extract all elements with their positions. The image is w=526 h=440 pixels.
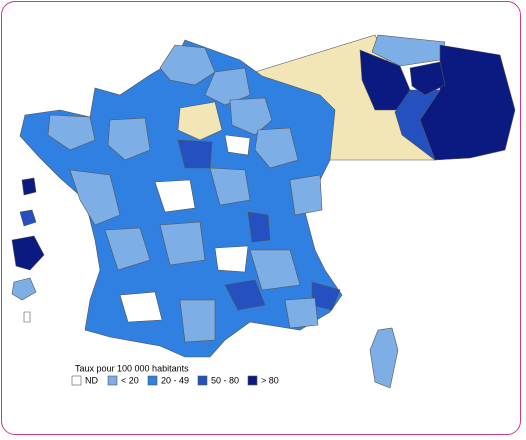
legend-swatch	[247, 375, 258, 386]
department	[311, 281, 341, 311]
legend-swatch	[71, 375, 82, 386]
corsica	[369, 327, 399, 389]
inset-area	[419, 44, 516, 161]
department	[214, 245, 249, 273]
department	[289, 174, 323, 216]
legend-swatch	[197, 375, 208, 386]
overseas	[11, 235, 45, 271]
legend-title: Taux pour 100 000 habitants	[75, 363, 189, 373]
inset-area	[409, 61, 446, 96]
legend-label: < 20	[121, 375, 139, 385]
department	[249, 249, 301, 291]
overseas	[19, 209, 37, 227]
frame	[1, 1, 521, 435]
department	[104, 227, 151, 271]
department	[284, 297, 319, 329]
department	[247, 211, 271, 243]
inset-area	[394, 89, 441, 161]
department	[254, 127, 299, 169]
department	[47, 114, 96, 151]
legend-swatch	[107, 375, 118, 386]
overseas	[23, 311, 31, 323]
department	[224, 134, 251, 156]
department	[119, 291, 163, 323]
overseas	[11, 277, 37, 301]
legend-swatch	[147, 375, 158, 386]
legend-label: 50 - 80	[211, 375, 239, 385]
department	[107, 117, 151, 161]
overseas	[21, 177, 37, 196]
department	[159, 44, 216, 86]
department	[177, 101, 223, 141]
department	[224, 279, 266, 311]
department	[69, 169, 121, 226]
department	[229, 97, 273, 136]
department	[154, 179, 196, 213]
inset-area	[371, 34, 446, 67]
legend-label: ND	[85, 375, 98, 385]
legend-label: 20 - 49	[161, 375, 189, 385]
department	[179, 299, 216, 343]
department	[209, 167, 251, 206]
legend-label: > 80	[261, 375, 279, 385]
department	[159, 221, 206, 266]
